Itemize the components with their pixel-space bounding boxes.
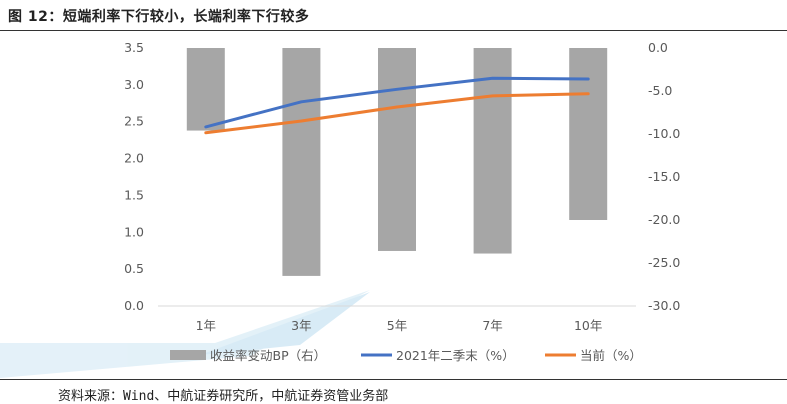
left-tick-label: 0.5 [124,261,144,276]
x-tick-label: 3年 [291,318,311,333]
left-tick-label: 2.0 [124,151,144,166]
bar-5 [569,48,608,220]
bar-3 [378,48,416,251]
source-note: 资料来源：Wind、中航证券研究所，中航证券资管业务部 [58,389,389,404]
bottom-rule [0,379,787,380]
x-tick-label: 5年 [387,318,407,333]
right-tick-label: -15.0 [648,169,680,184]
right-tick-label: -20.0 [648,212,680,227]
legend: 收益率变动BP（右） 2021年二季末（%） 当前（%） [170,348,642,363]
x-tick-label: 1年 [196,318,216,333]
legend-label-line-2: 当前（%） [580,348,642,363]
right-tick-label: -10.0 [648,126,680,141]
line-series-2 [204,92,590,135]
left-tick-label: 1.0 [124,224,144,239]
x-tick-label: 7年 [482,318,502,333]
right-tick-label: -5.0 [648,83,672,98]
bar-2 [282,48,321,276]
bar-1 [186,48,225,131]
left-tick-label: 1.5 [124,187,144,202]
legend-label-bar: 收益率变动BP（右） [210,348,326,363]
right-tick-label: -30.0 [648,298,680,313]
figure-title: 图 12：短端利率下行较小，长端利率下行较多 [8,9,310,25]
top-rule [0,30,787,31]
legend-label-line-1: 2021年二季末（%） [396,348,515,363]
x-tick-label: 10年 [574,318,602,333]
left-tick-label: 3.0 [124,77,144,92]
watermark [0,290,370,378]
left-tick-label: 0.0 [124,298,144,313]
legend-swatch-bar [170,350,206,360]
right-tick-label: -25.0 [648,255,680,270]
left-tick-label: 3.5 [124,40,144,55]
bar-4 [473,48,512,254]
right-tick-label: 0.0 [648,40,668,55]
left-tick-label: 2.5 [124,114,144,129]
line-series-1 [204,76,590,129]
